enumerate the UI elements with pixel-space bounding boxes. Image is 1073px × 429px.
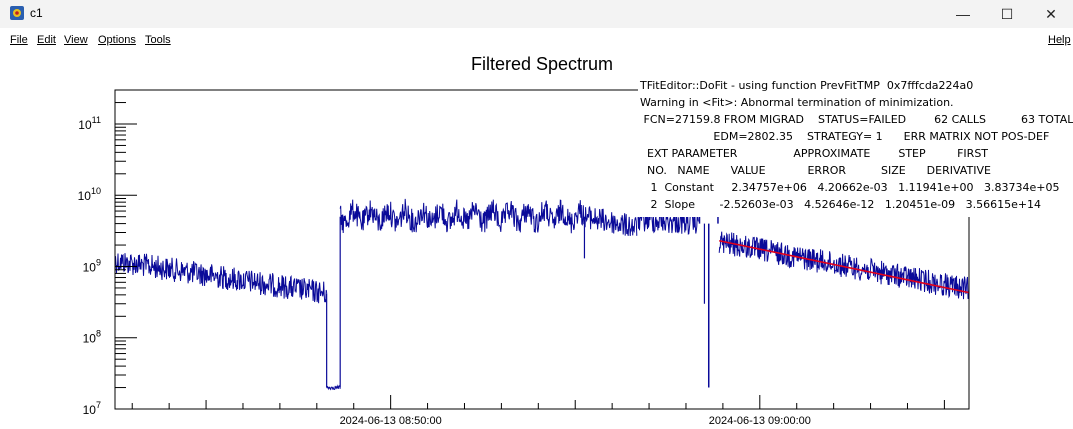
- menu-edit[interactable]: Edit: [37, 34, 56, 46]
- data-series-segment: [339, 198, 585, 234]
- fit-output-line: FCN=27159.8 FROM MIGRAD STATUS=FAILED 62…: [640, 113, 1073, 126]
- y-tick-label: 107: [83, 400, 101, 417]
- root-canvas-icon: [10, 6, 24, 20]
- x-tick-label: 2024-06-13 09:00:00: [709, 415, 811, 427]
- y-tick-label: 109: [83, 257, 101, 274]
- menu-file[interactable]: File: [10, 34, 28, 46]
- window-titlebar: c1 — ☐ ✕: [0, 0, 1073, 28]
- fit-curve: [719, 239, 970, 294]
- plot-frame: [114, 89, 970, 410]
- window-title: c1: [30, 6, 43, 20]
- y-tick-label: 108: [83, 329, 101, 346]
- fit-output-panel: TFitEditor::DoFit - using function PrevF…: [638, 77, 1073, 217]
- y-tick-label: 1010: [78, 186, 101, 203]
- x-tick-label: 2024-06-13 08:50:00: [340, 415, 442, 427]
- y-tick-label: 1011: [78, 115, 101, 132]
- fit-output-line: EDM=2802.35 STRATEGY= 1 ERR MATRIX NOT P…: [640, 130, 1050, 143]
- fit-output-line: EXT PARAMETER APPROXIMATE STEP FIRST: [640, 147, 989, 160]
- menu-view[interactable]: View: [64, 34, 88, 46]
- chart-title: Filtered Spectrum: [471, 54, 613, 74]
- maximize-button[interactable]: ☐: [1000, 6, 1014, 22]
- close-button[interactable]: ✕: [1045, 6, 1057, 22]
- data-series-segment: [718, 231, 970, 300]
- fit-output-line: Warning in <Fit>: Abnormal termination o…: [640, 96, 954, 109]
- fit-output-line: 1 Constant 2.34757e+06 4.20662e-03 1.119…: [640, 181, 1060, 194]
- menu-bar: File Edit View Options Tools Help: [0, 30, 1073, 50]
- data-series-segment: [326, 384, 341, 391]
- data-series-segment: [637, 208, 699, 235]
- fit-output-line: TFitEditor::DoFit - using function PrevF…: [640, 79, 974, 92]
- data-series-segment: [584, 206, 638, 237]
- menu-options[interactable]: Options: [98, 34, 136, 46]
- data-series-segment: [114, 253, 328, 304]
- fit-output-line: NO. NAME VALUE ERROR SIZE DERIVATIVE: [640, 164, 991, 177]
- minimize-button[interactable]: —: [956, 6, 970, 22]
- menu-tools[interactable]: Tools: [145, 34, 171, 46]
- menu-help[interactable]: Help: [1048, 34, 1071, 46]
- fit-output-line: 2 Slope -2.52603e-03 4.52646e-12 1.20451…: [640, 198, 1042, 211]
